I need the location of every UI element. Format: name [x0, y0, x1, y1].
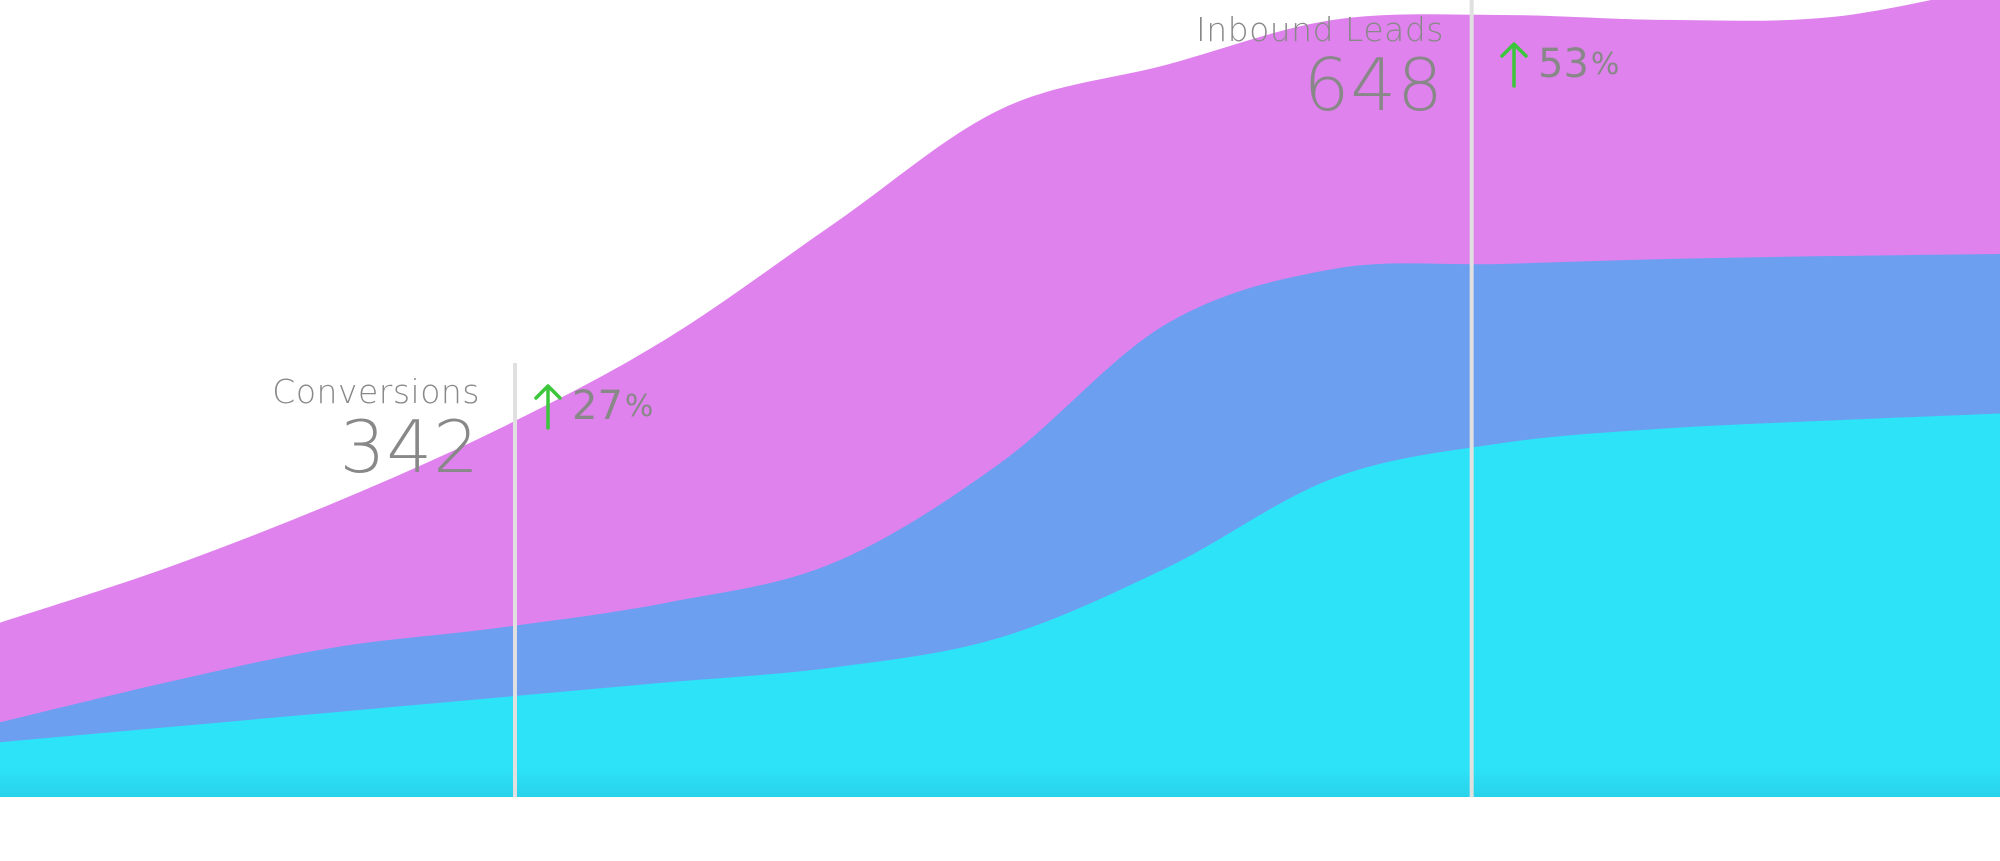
conversions-change-value: 27	[572, 383, 623, 429]
inbound-leads-change-unit: %	[1590, 46, 1620, 82]
up-arrow-icon	[1500, 42, 1528, 88]
conversions-label: Conversions	[272, 372, 480, 411]
up-arrow-icon	[534, 384, 562, 430]
conversions-change: 27 %	[532, 382, 653, 430]
inbound-leads-value: 648	[1303, 43, 1444, 127]
inbound-leads-change: 53 %	[1498, 40, 1619, 88]
conversions-change-unit: %	[624, 388, 654, 424]
conversions-callout: Conversions 342	[272, 372, 480, 483]
conversions-value: 342	[339, 405, 480, 489]
inbound-leads-label: Inbound Leads	[1195, 10, 1444, 49]
inbound-leads-callout: Inbound Leads 648	[1196, 10, 1444, 121]
inbound-leads-change-value: 53	[1538, 41, 1589, 87]
baseline-shade	[0, 767, 2000, 797]
area-series-0	[0, 413, 2000, 797]
